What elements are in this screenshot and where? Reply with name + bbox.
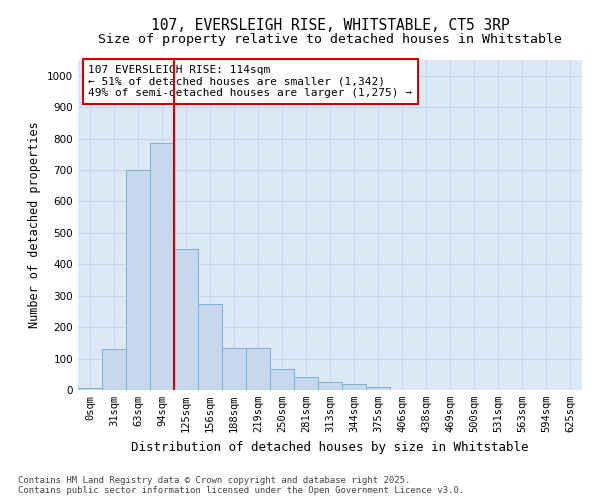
Bar bbox=[198, 304, 222, 390]
X-axis label: Distribution of detached houses by size in Whitstable: Distribution of detached houses by size … bbox=[131, 440, 529, 454]
Bar bbox=[246, 348, 270, 390]
Bar bbox=[342, 384, 366, 390]
Bar bbox=[174, 248, 198, 390]
Text: 107, EVERSLEIGH RISE, WHITSTABLE, CT5 3RP: 107, EVERSLEIGH RISE, WHITSTABLE, CT5 3R… bbox=[151, 18, 509, 32]
Bar bbox=[318, 382, 342, 390]
Bar bbox=[294, 378, 318, 390]
Text: 107 EVERSLEIGH RISE: 114sqm
← 51% of detached houses are smaller (1,342)
49% of : 107 EVERSLEIGH RISE: 114sqm ← 51% of det… bbox=[88, 65, 412, 98]
Bar bbox=[78, 388, 102, 390]
Y-axis label: Number of detached properties: Number of detached properties bbox=[28, 122, 41, 328]
Bar bbox=[222, 348, 246, 390]
Bar bbox=[270, 368, 294, 390]
Text: Contains HM Land Registry data © Crown copyright and database right 2025.
Contai: Contains HM Land Registry data © Crown c… bbox=[18, 476, 464, 495]
Bar bbox=[126, 170, 150, 390]
Bar bbox=[366, 387, 390, 390]
Text: Size of property relative to detached houses in Whitstable: Size of property relative to detached ho… bbox=[98, 32, 562, 46]
Bar bbox=[102, 349, 126, 390]
Bar bbox=[150, 144, 174, 390]
